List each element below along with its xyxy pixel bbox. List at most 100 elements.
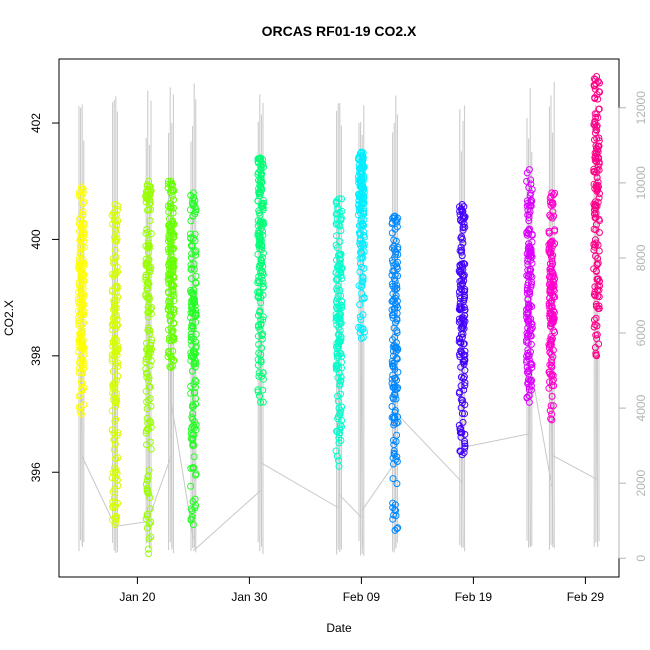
co2-point bbox=[593, 187, 601, 195]
co2-point bbox=[164, 353, 172, 361]
co2-point bbox=[334, 331, 342, 339]
co2-point bbox=[393, 431, 401, 439]
co2-point bbox=[461, 437, 469, 445]
co2-point bbox=[338, 195, 346, 203]
co2-point bbox=[334, 342, 342, 350]
co2-point bbox=[528, 238, 536, 246]
co2-point bbox=[80, 219, 88, 227]
co2-point bbox=[461, 382, 469, 390]
co2-point bbox=[169, 357, 177, 364]
co2-point bbox=[455, 389, 463, 397]
y-tick-label: 400 bbox=[29, 229, 43, 249]
co2-point bbox=[336, 315, 344, 323]
co2-point bbox=[147, 264, 155, 271]
co2-point bbox=[259, 206, 267, 214]
co2-point bbox=[355, 323, 363, 331]
co2-point bbox=[259, 219, 267, 227]
co2-point bbox=[110, 258, 118, 266]
co2-point bbox=[146, 494, 154, 502]
co2-point bbox=[335, 195, 343, 203]
co2-point bbox=[593, 73, 601, 80]
co2-point bbox=[111, 201, 119, 208]
co2-point bbox=[190, 464, 198, 472]
y-tick-label: 396 bbox=[29, 462, 43, 482]
co2-point bbox=[259, 398, 267, 406]
chart-title: ORCAS RF01-19 CO2.X bbox=[262, 23, 417, 39]
co2-point bbox=[547, 402, 555, 410]
co2-point bbox=[461, 440, 469, 448]
co2-point bbox=[546, 348, 554, 356]
co2-point bbox=[393, 525, 401, 533]
co2-point bbox=[358, 182, 366, 190]
co2-point bbox=[591, 236, 599, 244]
co2-point bbox=[80, 401, 88, 409]
co2-point bbox=[75, 369, 83, 376]
co2-point bbox=[590, 165, 598, 173]
co2-point bbox=[257, 234, 265, 242]
co2-point bbox=[550, 212, 558, 220]
co2-point bbox=[165, 349, 172, 356]
co2-point bbox=[595, 293, 603, 301]
x-tick-label: Feb 29 bbox=[567, 590, 605, 604]
co2-point bbox=[77, 336, 85, 344]
co2-point bbox=[525, 243, 533, 251]
co2-point bbox=[192, 501, 200, 509]
co2-point bbox=[333, 452, 341, 460]
co2-point bbox=[164, 276, 172, 284]
co2-point bbox=[525, 288, 533, 296]
co2-point bbox=[593, 183, 601, 191]
co2-point bbox=[254, 312, 262, 319]
co2-point bbox=[142, 515, 150, 523]
co2-point bbox=[356, 313, 364, 321]
co2-point bbox=[392, 507, 400, 515]
co2-point bbox=[112, 515, 120, 523]
co2-point bbox=[79, 306, 87, 314]
co2-point bbox=[390, 359, 398, 367]
co2-point bbox=[77, 265, 85, 273]
co2-point bbox=[357, 316, 365, 324]
y-axis-label: CO2.X bbox=[2, 300, 16, 336]
altitude-transit bbox=[260, 462, 340, 509]
co2-point bbox=[109, 367, 117, 375]
co2-point bbox=[254, 197, 262, 205]
co2-point bbox=[594, 142, 602, 150]
co2-point bbox=[145, 550, 153, 558]
co2-point bbox=[355, 222, 363, 230]
y-tick-label: 398 bbox=[29, 345, 43, 365]
co2-point bbox=[189, 189, 197, 197]
co2-point bbox=[393, 281, 401, 289]
co2-point bbox=[192, 426, 200, 434]
co2-point bbox=[142, 292, 150, 300]
co2-point bbox=[78, 385, 86, 393]
co2-point bbox=[459, 215, 467, 223]
co2-point bbox=[187, 330, 195, 338]
co2-point bbox=[591, 321, 599, 329]
co2-point bbox=[144, 239, 152, 247]
co2-point bbox=[187, 389, 195, 397]
co2-point bbox=[258, 220, 266, 228]
co2-point bbox=[458, 280, 466, 288]
co2-point bbox=[389, 347, 397, 355]
co2-point bbox=[187, 314, 195, 322]
co2-point bbox=[145, 425, 153, 433]
co2-point bbox=[259, 386, 267, 394]
co2-point bbox=[111, 464, 118, 472]
co2-point bbox=[595, 158, 603, 166]
co2-point bbox=[392, 339, 400, 347]
co2-point bbox=[390, 395, 397, 403]
co2-point bbox=[114, 362, 122, 370]
co2-point bbox=[80, 237, 88, 245]
co2-point bbox=[546, 211, 554, 219]
co2-point bbox=[388, 375, 396, 383]
co2-point bbox=[109, 503, 116, 511]
co2-point bbox=[145, 244, 153, 252]
co2-point bbox=[143, 524, 151, 532]
altitude-transit bbox=[462, 433, 530, 448]
co2-point bbox=[75, 319, 83, 327]
co2-point bbox=[192, 344, 200, 352]
co2-point bbox=[110, 494, 118, 502]
co2-points bbox=[74, 73, 604, 558]
co2-point bbox=[358, 163, 366, 171]
co2-point bbox=[168, 337, 175, 345]
co2-point bbox=[389, 290, 397, 298]
